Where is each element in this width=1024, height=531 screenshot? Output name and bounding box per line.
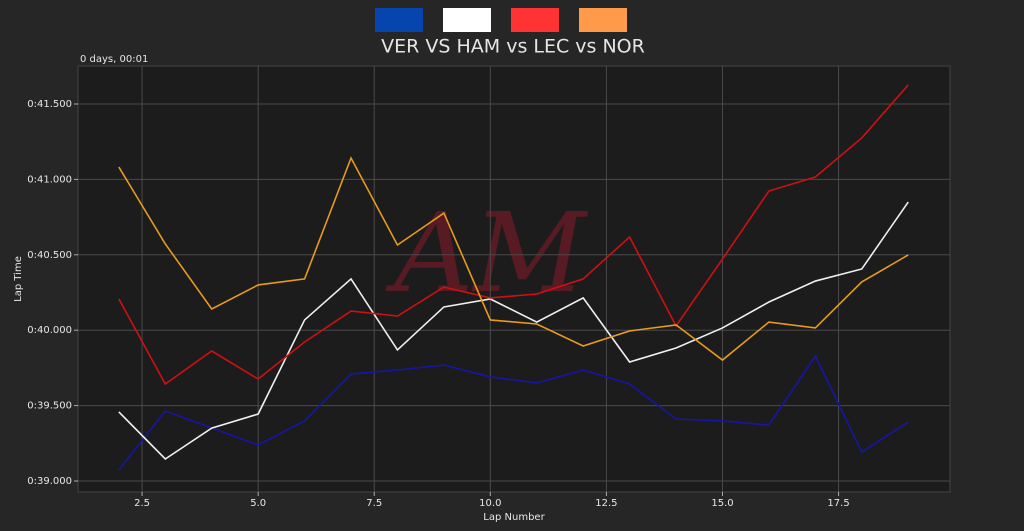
series-line (118, 84, 909, 386)
x-tick-label: 10.0 (479, 498, 501, 509)
legend-swatch (511, 8, 559, 32)
series-line (118, 201, 909, 461)
annotation: 0 days, 00:01 (80, 54, 148, 65)
y-tick-label: 0:39.500 (27, 401, 72, 412)
watermark: AM (385, 189, 588, 317)
legend-swatch (579, 8, 627, 32)
x-tick-label: 17.5 (827, 498, 849, 509)
y-tick-label: 0:40.500 (27, 250, 72, 261)
x-tick-label: 2.5 (134, 498, 150, 509)
series-line (118, 156, 909, 362)
y-tick-label: 0:39.000 (27, 476, 72, 487)
x-tick-label: 12.5 (595, 498, 617, 509)
legend-swatch (443, 8, 491, 32)
plot-area (77, 65, 951, 493)
x-axis-label: Lap Number (483, 512, 545, 523)
y-tick-label: 0:41.000 (27, 174, 72, 185)
x-tick-label: 7.5 (366, 498, 382, 509)
y-tick-label: 0:40.000 (27, 325, 72, 336)
series-line (118, 354, 909, 471)
legend-swatch (375, 8, 423, 32)
x-tick-label: 15.0 (711, 498, 733, 509)
y-tick-label: 0:41.500 (27, 99, 72, 110)
y-axis-label: Lap Time (13, 256, 24, 302)
x-tick-label: 5.0 (250, 498, 266, 509)
chart-title: VER VS HAM vs LEC vs NOR (381, 36, 645, 58)
